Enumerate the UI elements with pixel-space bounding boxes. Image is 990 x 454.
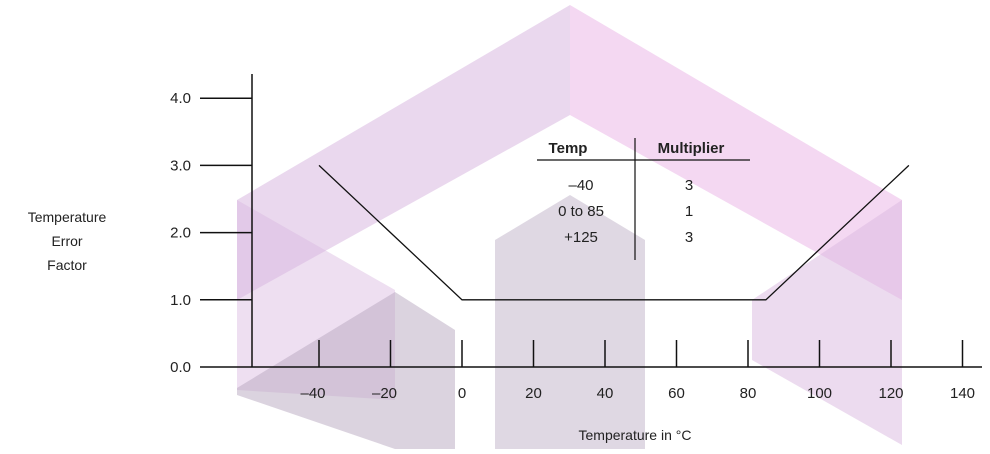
axes — [200, 74, 982, 368]
x-tick-label: 100 — [807, 385, 832, 402]
y-axis-title-line-3: Factor — [47, 257, 87, 273]
watermark-logo — [237, 5, 902, 449]
watermark-lower-left — [237, 292, 455, 449]
table-cell-temp-2: 0 to 85 — [558, 203, 604, 220]
table-cell-temp-3: +125 — [564, 229, 598, 246]
x-tick-label: 140 — [950, 385, 975, 402]
y-axis-title-line-1: Temperature — [28, 209, 107, 225]
x-tick-label: 60 — [668, 385, 685, 402]
watermark-right-wing — [570, 5, 902, 300]
x-tick-label: –20 — [372, 385, 397, 402]
x-tick-label: 0 — [458, 385, 466, 402]
table-header-multiplier: Multiplier — [658, 140, 725, 157]
x-tick-label: 20 — [525, 385, 542, 402]
table-cell-mult-1: 3 — [685, 177, 693, 194]
x-ticks: –40 –20 0 20 40 60 80 100 120 140 — [300, 340, 975, 402]
y-tick-label: 2.0 — [170, 225, 191, 242]
y-axis-title-line-2: Error — [51, 233, 82, 249]
inset-table: Temp Multiplier –40 3 0 to 85 1 +125 3 — [537, 138, 750, 260]
table-header-temp: Temp — [549, 140, 588, 157]
x-tick-label: 120 — [878, 385, 903, 402]
table-cell-mult-2: 1 — [685, 203, 693, 220]
x-tick-label: –40 — [300, 385, 325, 402]
y-ticks: 0.0 1.0 2.0 3.0 4.0 — [170, 90, 252, 376]
series-group — [318, 164, 910, 301]
watermark-left-wing — [237, 5, 570, 300]
y-tick-label: 4.0 — [170, 90, 191, 107]
table-cell-mult-3: 3 — [685, 229, 693, 246]
x-tick-label: 80 — [740, 385, 757, 402]
watermark-center-pillar — [495, 195, 645, 449]
watermark-right-leg — [752, 200, 902, 445]
table-cell-temp-1: –40 — [568, 177, 593, 194]
y-tick-label: 3.0 — [170, 157, 191, 174]
x-tick-label: 40 — [597, 385, 614, 402]
series-line — [318, 164, 910, 301]
x-axis-title: Temperature in °C — [579, 427, 692, 443]
y-tick-label: 1.0 — [170, 292, 191, 309]
y-tick-label: 0.0 — [170, 359, 191, 376]
